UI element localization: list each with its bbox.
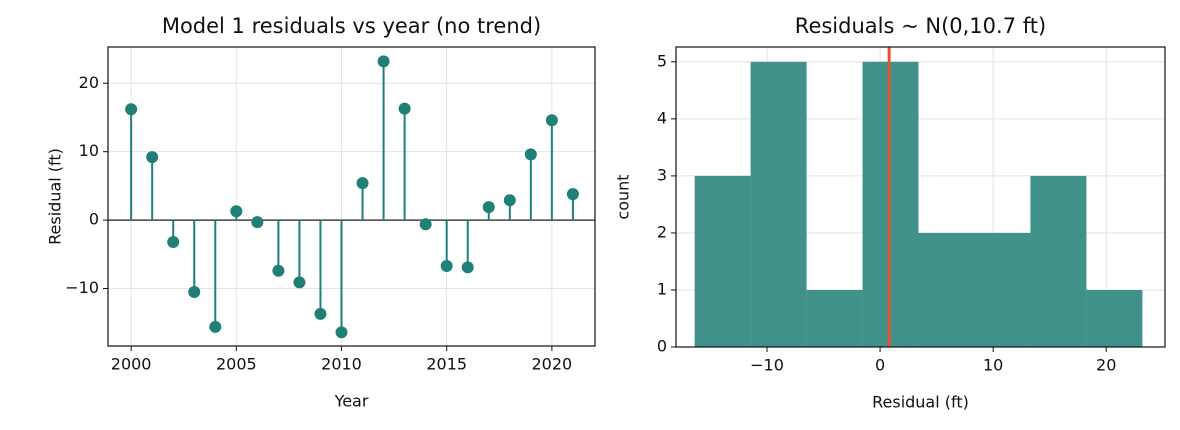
stem-marker <box>503 194 516 207</box>
stem-marker <box>146 151 159 164</box>
chart-title: Residuals ~ N(0,10.7 ft) <box>795 14 1046 38</box>
stem-marker <box>272 264 285 277</box>
stem-marker <box>377 55 390 68</box>
x-axis-label: Residual (ft) <box>872 393 969 412</box>
stem-marker <box>419 218 432 231</box>
x-axis-label: Year <box>334 392 369 411</box>
bar <box>806 289 863 347</box>
x-tick-label: 20 <box>1096 356 1116 375</box>
stem-marker <box>440 259 453 272</box>
stem-marker <box>125 103 138 116</box>
y-tick-label: 2 <box>657 222 667 241</box>
y-tick-label: 5 <box>657 51 667 70</box>
x-tick-label: 2010 <box>321 355 362 374</box>
y-tick-label: 4 <box>657 108 667 127</box>
x-tick-label: −10 <box>750 356 784 375</box>
stem-marker <box>188 285 201 298</box>
stem-marker <box>545 114 558 127</box>
y-tick-label: 3 <box>657 165 667 184</box>
bar <box>974 232 1031 347</box>
y-tick-label: −10 <box>65 278 99 297</box>
y-tick-label: 10 <box>79 141 99 160</box>
bar <box>1030 175 1087 347</box>
bar <box>750 61 807 348</box>
stem-marker <box>314 307 327 320</box>
stem-marker <box>293 276 306 289</box>
bar <box>1086 289 1143 347</box>
stem-marker <box>335 326 348 339</box>
stem-marker <box>461 261 474 274</box>
stem-marker <box>398 102 411 115</box>
stem-marker <box>524 148 537 161</box>
y-axis-label: Residual (ft) <box>46 148 65 245</box>
x-tick-label: 2015 <box>426 355 467 374</box>
y-axis-label: count <box>614 174 633 219</box>
chart-title: Model 1 residuals vs year (no trend) <box>162 14 541 38</box>
stem-marker <box>356 177 369 190</box>
y-tick-label: 1 <box>657 279 667 298</box>
plot-frame <box>107 46 596 347</box>
stem-marker <box>566 188 579 201</box>
y-tick-label: 20 <box>79 73 99 92</box>
stem-marker <box>482 201 495 214</box>
plot-frame <box>675 46 1166 348</box>
x-tick-label: 2000 <box>111 355 152 374</box>
stem-marker <box>251 216 264 229</box>
x-tick-label: 2020 <box>532 355 573 374</box>
bar <box>918 232 975 347</box>
bar <box>694 175 751 347</box>
y-tick-label: 0 <box>89 210 99 229</box>
stem-marker <box>230 205 243 218</box>
x-tick-label: 10 <box>983 356 1003 375</box>
x-tick-label: 0 <box>875 356 885 375</box>
y-tick-label: 0 <box>657 337 667 356</box>
stem-marker <box>167 236 180 248</box>
stem-marker <box>209 320 222 333</box>
x-tick-label: 2005 <box>216 355 257 374</box>
